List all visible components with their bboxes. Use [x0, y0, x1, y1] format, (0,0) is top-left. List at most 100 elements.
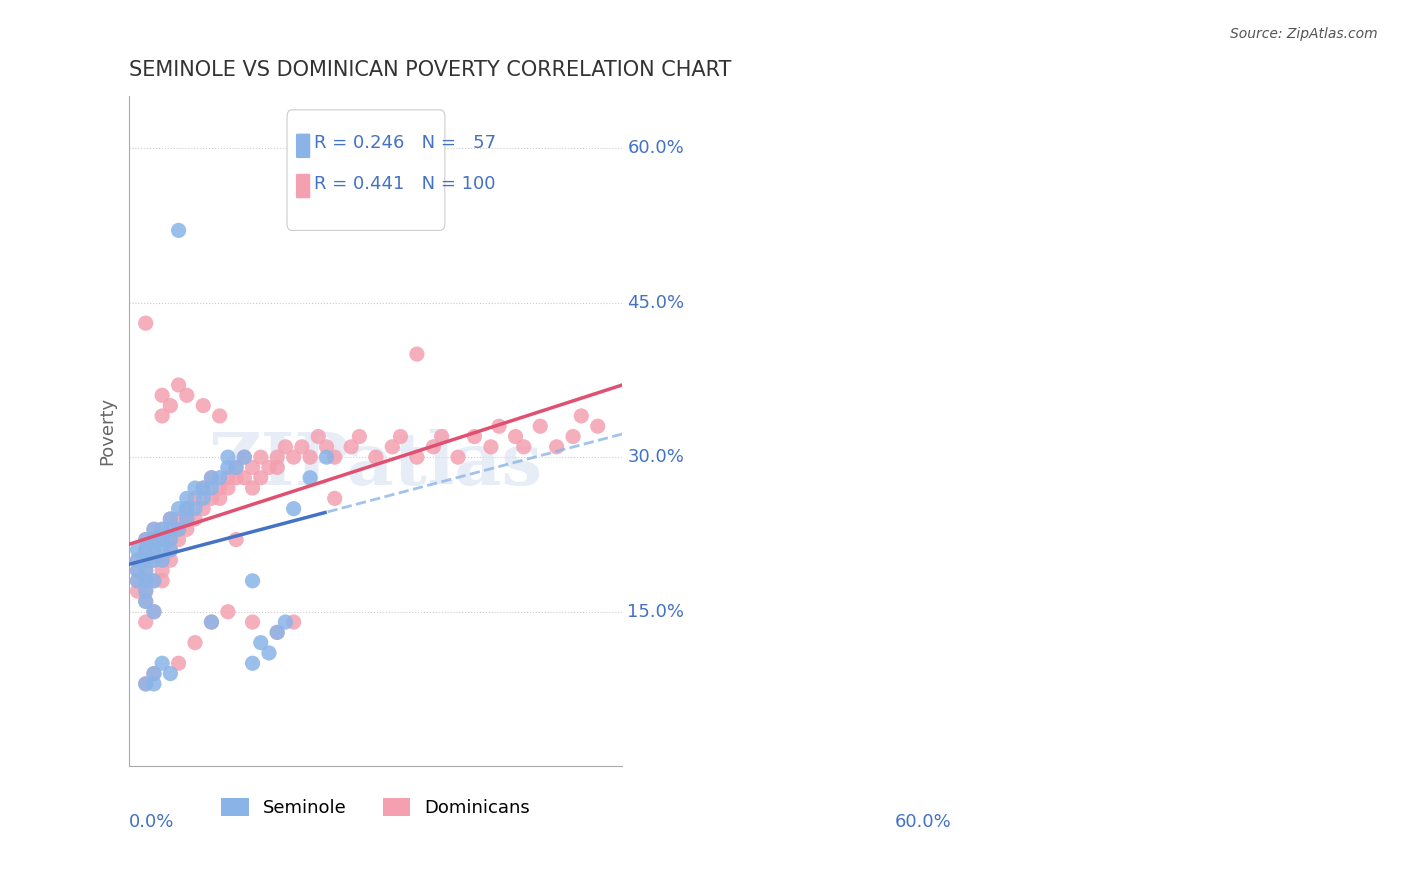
Point [217, 471, 239, 485]
Point [176, 512, 198, 526]
Point [142, 574, 165, 588]
Text: Poverty: Poverty [98, 397, 117, 466]
Point [315, 440, 337, 454]
Point [142, 533, 165, 547]
Point [184, 491, 207, 506]
Point [150, 533, 173, 547]
Point [142, 605, 165, 619]
Point [127, 553, 149, 567]
Point [159, 533, 181, 547]
Point [167, 522, 190, 536]
Point [233, 471, 256, 485]
Point [208, 491, 231, 506]
Point [315, 450, 337, 464]
Point [283, 615, 305, 629]
Point [513, 440, 536, 454]
Point [142, 666, 165, 681]
Point [127, 574, 149, 588]
Point [184, 501, 207, 516]
Point [257, 460, 280, 475]
Point [135, 553, 157, 567]
Point [167, 223, 190, 237]
Point [200, 481, 222, 495]
Point [142, 574, 165, 588]
Point [479, 440, 502, 454]
Point [430, 429, 453, 443]
Point [176, 388, 198, 402]
Point [142, 542, 165, 557]
Point [142, 522, 165, 536]
Point [200, 491, 222, 506]
Point [167, 378, 190, 392]
Point [217, 450, 239, 464]
Text: 60.0%: 60.0% [627, 139, 685, 157]
Point [299, 450, 322, 464]
Text: ZIPatlas: ZIPatlas [208, 429, 543, 500]
Point [193, 491, 215, 506]
Point [242, 615, 264, 629]
Point [546, 440, 568, 454]
Point [167, 533, 190, 547]
Text: 60.0%: 60.0% [894, 814, 950, 831]
Point [406, 347, 429, 361]
Point [529, 419, 551, 434]
Point [176, 501, 198, 516]
Point [127, 564, 149, 578]
Point [208, 471, 231, 485]
Point [266, 625, 288, 640]
Point [291, 440, 314, 454]
Text: R = 0.246   N =   57: R = 0.246 N = 57 [314, 135, 496, 153]
Text: 0.0%: 0.0% [129, 814, 174, 831]
Text: Source: ZipAtlas.com: Source: ZipAtlas.com [1230, 27, 1378, 41]
Point [406, 450, 429, 464]
Point [127, 542, 149, 557]
Point [150, 388, 173, 402]
Point [208, 409, 231, 423]
Point [323, 491, 346, 506]
Point [569, 409, 592, 423]
Text: R = 0.441   N = 100: R = 0.441 N = 100 [314, 175, 496, 193]
Point [249, 635, 271, 649]
Point [142, 533, 165, 547]
Point [135, 553, 157, 567]
Point [159, 512, 181, 526]
Point [283, 450, 305, 464]
Point [381, 440, 404, 454]
Point [159, 542, 181, 557]
Point [135, 533, 157, 547]
Text: 30.0%: 30.0% [627, 448, 685, 467]
Point [323, 450, 346, 464]
Point [217, 481, 239, 495]
Point [176, 491, 198, 506]
Point [266, 460, 288, 475]
Text: 45.0%: 45.0% [627, 293, 685, 311]
Point [135, 584, 157, 599]
Point [208, 481, 231, 495]
Point [488, 419, 510, 434]
Point [242, 481, 264, 495]
Point [184, 512, 207, 526]
Point [150, 542, 173, 557]
Point [142, 542, 165, 557]
Point [249, 450, 271, 464]
Point [283, 501, 305, 516]
Point [349, 429, 371, 443]
Point [184, 635, 207, 649]
Point [217, 605, 239, 619]
Point [150, 574, 173, 588]
Point [135, 584, 157, 599]
FancyBboxPatch shape [295, 174, 311, 198]
Point [167, 522, 190, 536]
Point [193, 481, 215, 495]
Point [266, 625, 288, 640]
Point [447, 450, 470, 464]
Point [176, 501, 198, 516]
Point [242, 460, 264, 475]
Point [257, 646, 280, 660]
Point [142, 605, 165, 619]
Point [389, 429, 412, 443]
Point [135, 542, 157, 557]
Point [142, 666, 165, 681]
Point [150, 553, 173, 567]
Point [127, 553, 149, 567]
